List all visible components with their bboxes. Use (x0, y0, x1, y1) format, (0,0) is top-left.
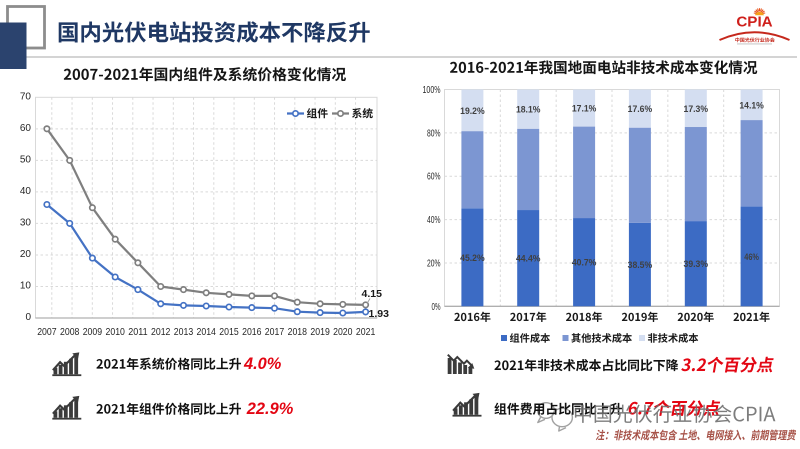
svg-text:4.15: 4.15 (362, 288, 383, 300)
svg-text:2019: 2019 (310, 326, 330, 338)
svg-text:2018: 2018 (288, 326, 308, 338)
svg-text:2016: 2016 (242, 326, 262, 338)
svg-text:17.1%: 17.1% (572, 104, 597, 115)
svg-text:38.5%: 38.5% (628, 260, 653, 271)
svg-text:22.9%: 22.9% (246, 400, 294, 418)
svg-text:2021: 2021 (356, 326, 376, 338)
svg-text:70: 70 (20, 92, 32, 103)
svg-text:2020: 2020 (333, 326, 353, 338)
svg-text:4.0%: 4.0% (243, 355, 282, 373)
svg-text:2008: 2008 (60, 326, 80, 338)
svg-text:46%: 46% (744, 252, 759, 263)
svg-text:2009: 2009 (83, 326, 103, 338)
svg-text:2015: 2015 (219, 326, 239, 338)
svg-text:19.2%: 19.2% (460, 106, 485, 117)
svg-text:1.93: 1.93 (369, 308, 390, 320)
svg-text:17.6%: 17.6% (628, 104, 653, 115)
svg-text:44.4%: 44.4% (516, 254, 541, 265)
svg-text:CPIA: CPIA (736, 14, 772, 31)
svg-text:10: 10 (20, 281, 32, 292)
svg-text:40.7%: 40.7% (572, 258, 597, 269)
svg-text:0: 0 (25, 312, 31, 323)
svg-text:17.3%: 17.3% (684, 104, 709, 115)
svg-text:80%: 80% (427, 128, 441, 139)
svg-text:60%: 60% (427, 172, 441, 183)
svg-text:2014: 2014 (197, 326, 217, 338)
svg-text:45.2%: 45.2% (460, 253, 485, 264)
svg-text:0%: 0% (432, 302, 441, 313)
svg-text:2012: 2012 (151, 326, 171, 338)
svg-text:2007: 2007 (37, 326, 57, 338)
svg-text:18.1%: 18.1% (516, 105, 541, 116)
svg-text:2017: 2017 (265, 326, 285, 338)
svg-text:2013: 2013 (174, 326, 194, 338)
svg-text:40: 40 (20, 186, 32, 197)
svg-text:30: 30 (20, 218, 32, 229)
svg-text:2011: 2011 (128, 326, 148, 338)
svg-text:39.3%: 39.3% (684, 259, 709, 270)
svg-text:14.1%: 14.1% (739, 100, 764, 111)
svg-text:40%: 40% (427, 215, 441, 226)
svg-text:20%: 20% (427, 258, 441, 269)
svg-text:100%: 100% (423, 85, 441, 96)
svg-text:2010: 2010 (106, 326, 126, 338)
svg-text:20: 20 (20, 249, 32, 260)
svg-text:60: 60 (20, 123, 32, 134)
svg-text:50: 50 (20, 155, 32, 166)
